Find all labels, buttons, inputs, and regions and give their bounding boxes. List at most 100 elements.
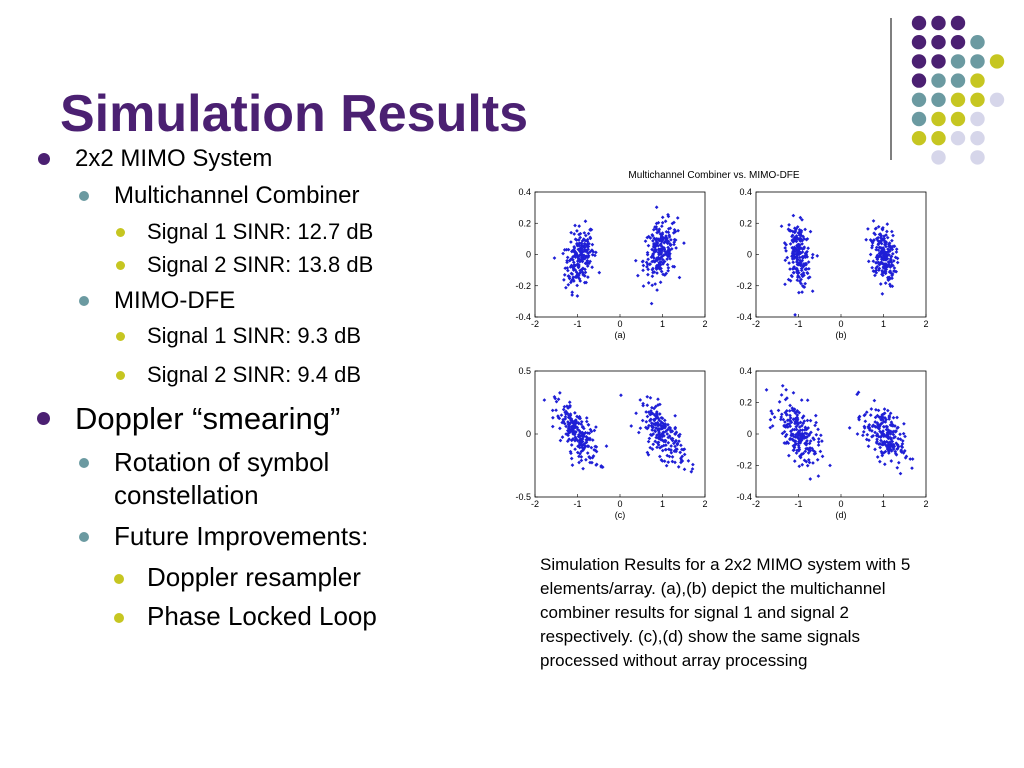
decor-dot [989, 92, 1005, 108]
y-tick-label: 0 [747, 429, 752, 439]
data-point [594, 462, 599, 467]
data-point [806, 458, 811, 462]
data-point [562, 421, 567, 426]
data-point [658, 423, 663, 427]
data-point [886, 408, 890, 413]
data-point [768, 417, 773, 422]
data-point [881, 434, 886, 439]
decor-dot [931, 92, 946, 108]
data-point [798, 255, 802, 260]
data-point [896, 443, 900, 448]
bullet-text: Signal 1 SINR: 12.7 dB [147, 219, 374, 244]
x-tick-label: -2 [752, 319, 760, 329]
bullet-item: Multichannel Combiner [79, 182, 359, 210]
bullet-item: Rotation of symbol [79, 447, 330, 478]
data-point [565, 439, 570, 444]
bullet-dot [114, 574, 124, 584]
data-point [663, 425, 667, 430]
bullet-text: Rotation of symbol [114, 447, 330, 477]
bullet-item: Doppler resampler [114, 562, 361, 593]
decor-dot [950, 92, 966, 108]
data-point [878, 251, 882, 256]
data-point [785, 255, 790, 260]
data-point [861, 433, 865, 438]
data-point [874, 425, 878, 429]
data-point [877, 425, 881, 430]
data-point [670, 438, 675, 443]
data-point [649, 301, 654, 306]
data-point [682, 467, 687, 472]
data-point [804, 431, 809, 436]
data-point [656, 397, 660, 402]
x-tick-label: 0 [838, 499, 843, 509]
data-point [791, 267, 795, 271]
data-point [878, 459, 882, 464]
data-point [650, 447, 655, 451]
data-point [674, 447, 678, 452]
decor-dot [970, 73, 985, 88]
data-point [904, 454, 909, 459]
decor-dot [950, 131, 966, 146]
data-point [870, 429, 874, 433]
decor-dot [911, 35, 927, 50]
data-point [578, 246, 583, 251]
decor-dot [931, 35, 946, 50]
y-tick-label: -0.2 [736, 461, 752, 471]
data-point [804, 267, 809, 272]
data-point [880, 227, 885, 231]
data-point [899, 450, 904, 454]
data-point [778, 417, 783, 422]
data-point [583, 249, 588, 253]
data-point [794, 266, 799, 271]
bullet-item: Doppler “smearing” [37, 401, 340, 437]
y-tick-label: 0.4 [739, 187, 752, 197]
plot-frame [534, 191, 706, 318]
data-point [764, 388, 769, 392]
data-point [884, 233, 888, 237]
data-point [890, 238, 894, 243]
data-point [797, 464, 802, 469]
data-point [689, 469, 694, 474]
data-point [816, 474, 821, 478]
data-point [673, 444, 677, 449]
x-tick-label: 2 [923, 499, 928, 509]
data-point [665, 427, 670, 432]
x-tick-label: 0 [838, 319, 843, 329]
x-tick-label: 0 [617, 319, 622, 329]
data-point [792, 439, 797, 444]
data-point [776, 408, 781, 413]
data-point [579, 455, 584, 459]
data-point [667, 454, 672, 459]
data-point [901, 431, 906, 436]
scatter-panel: -2 -1 0 1 2 -0.4 -0.2 0 0.2 0.4 (a) [515, 187, 707, 340]
plot-frame [755, 191, 927, 318]
bullet-dot [37, 412, 50, 425]
data-point [578, 430, 583, 435]
data-point [569, 279, 574, 283]
data-point [564, 412, 568, 416]
data-point [883, 449, 888, 454]
data-point [796, 247, 801, 252]
data-point [645, 252, 650, 257]
data-point [585, 255, 590, 260]
data-point [789, 273, 794, 278]
data-point [566, 268, 570, 273]
panel-label: (a) [615, 330, 626, 340]
bullet-item: Signal 2 SINR: 13.8 dB [116, 252, 373, 277]
data-point [873, 420, 878, 424]
data-point [579, 449, 584, 454]
data-point [604, 444, 609, 448]
data-point [673, 439, 678, 444]
data-point [896, 460, 901, 465]
decor-dot [911, 54, 927, 69]
data-point [796, 443, 801, 448]
data-point [588, 427, 593, 432]
data-point [585, 261, 589, 266]
data-point [884, 427, 889, 432]
data-point [573, 249, 578, 254]
data-point [794, 424, 799, 429]
data-point [800, 217, 804, 222]
x-tick-label: 1 [881, 499, 886, 509]
bullet-text: 2x2 MIMO System [75, 145, 273, 172]
point-cluster [542, 391, 609, 471]
